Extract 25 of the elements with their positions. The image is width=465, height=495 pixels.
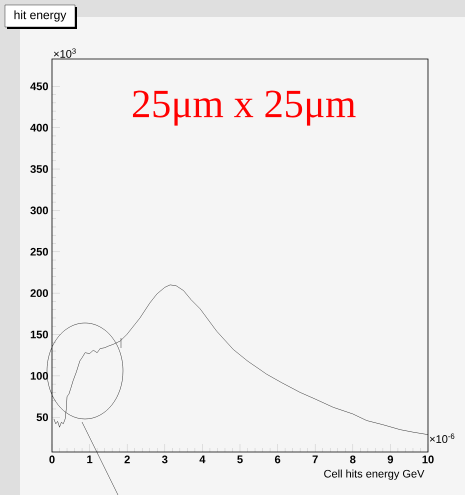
x-tick-label: 2 xyxy=(124,456,130,464)
x-axis-title: Cell hits energy GeV xyxy=(324,470,424,480)
x-tick-label: 3 xyxy=(162,456,168,464)
y-tick-label: 200 xyxy=(30,289,48,298)
x-tick-label: 9 xyxy=(388,456,394,464)
x-tick-label: 10 xyxy=(422,456,434,464)
x-tick-label: 5 xyxy=(237,456,243,464)
y-tick-label: 350 xyxy=(30,165,48,173)
x-tick-label: 6 xyxy=(274,456,280,464)
y-tick-label: 150 xyxy=(30,330,48,338)
text: ×10$^{3}$ xyxy=(54,48,76,58)
x-tick-label: 4 xyxy=(200,456,206,464)
y-tick-label: 250 xyxy=(30,248,48,256)
y-tick-label: 50 xyxy=(36,413,48,422)
x-tick-label: 0 xyxy=(49,456,55,464)
text: ×10$^{-6}$ xyxy=(430,433,454,443)
annotation: 25μm x 25μm xyxy=(132,90,356,126)
x-tick-label: 8 xyxy=(350,456,356,464)
x-tick-label: 1 xyxy=(87,456,92,464)
y-tick-label: 450 xyxy=(30,82,48,90)
y-tick-label: 300 xyxy=(30,206,48,214)
chart-title: hit energy xyxy=(14,10,66,22)
y-tick-label: 100 xyxy=(30,372,48,380)
x-tick-label: 7 xyxy=(312,456,318,464)
y-tick-label: 400 xyxy=(30,124,48,132)
